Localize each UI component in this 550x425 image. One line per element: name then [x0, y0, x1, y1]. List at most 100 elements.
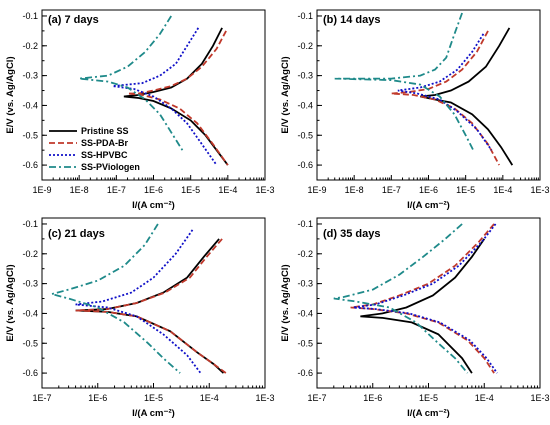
x-tick-labels: 1E-7 1E-6 1E-5 1E-4 1E-3: [307, 393, 549, 403]
x-tick-label: 1E-6: [144, 185, 163, 195]
y-tick-label: -0.5: [297, 338, 313, 348]
y-tick-label: -0.6: [297, 368, 313, 378]
y-tick-label: -0.2: [297, 41, 313, 51]
panel-title: (c) 21 days: [48, 228, 105, 240]
x-axis-label: I/(A cm⁻²): [407, 408, 450, 419]
x-tick-label: 1E-9: [32, 185, 51, 195]
y-tick-label: -0.2: [297, 249, 313, 259]
y-tick-label: -0.5: [22, 338, 38, 348]
y-tick-label: -0.4: [297, 308, 313, 318]
curve-pristine-ss: [420, 27, 514, 166]
legend-label-ss-hpvbc: SS-HPVBC: [81, 150, 128, 160]
curve-ss-pda-br: [391, 30, 500, 166]
curve-ss-pviologen: [334, 12, 475, 151]
panel-title: (d) 35 days: [323, 228, 380, 240]
curve-pristine-ss: [75, 238, 225, 374]
y-tick-label: -0.1: [297, 219, 313, 229]
x-tick-label: 1E-5: [419, 393, 438, 403]
x-tick-label: 1E-6: [419, 185, 438, 195]
panel-b: 1E-9 1E-8 1E-7 1E-6 1E-5 1E-4 1E-3 -0.1 …: [280, 9, 550, 211]
curve-pristine-ss: [123, 27, 229, 166]
y-tick-label: -0.3: [297, 279, 313, 289]
x-tick-label: 1E-4: [200, 393, 219, 403]
curves: [334, 12, 514, 166]
y-tick-label: -0.3: [22, 279, 38, 289]
x-tick-label: 1E-5: [181, 185, 200, 195]
y-tick-labels: -0.1 -0.2 -0.3 -0.4 -0.5 -0.6: [297, 11, 313, 170]
curve-ss-hpvbc: [397, 33, 493, 151]
x-tick-labels: 1E-9 1E-8 1E-7 1E-6 1E-5 1E-4 1E-3: [32, 185, 274, 195]
curve-ss-pviologen: [79, 15, 184, 151]
panel-title: (a) 7 days: [48, 14, 99, 26]
y-tick-label: -0.3: [22, 71, 38, 81]
x-tick-label: 1E-3: [255, 185, 274, 195]
curve-ss-pda-br: [350, 223, 495, 374]
y-axis-label: E/V (vs. Ag/AgCl): [5, 56, 16, 133]
x-tick-label: 1E-5: [456, 185, 475, 195]
y-tick-label: -0.1: [297, 11, 313, 21]
y-tick-label: -0.5: [22, 130, 38, 140]
y-tick-label: -0.3: [297, 71, 313, 81]
x-axis-label: I/(A cm⁻²): [132, 408, 175, 419]
x-tick-label: 1E-4: [493, 185, 512, 195]
y-tick-label: -0.5: [297, 130, 313, 140]
legend: Pristine SS SS-PDA-Br SS-HPVBC SS-PViolo…: [49, 126, 140, 172]
y-axis-label: E/V (vs. Ag/AgCl): [280, 264, 291, 341]
x-tick-label: 1E-5: [144, 393, 163, 403]
x-tick-label: 1E-3: [255, 393, 274, 403]
legend-label-ss-pviologen: SS-PViologen: [81, 162, 140, 172]
y-tick-labels: -0.1 -0.2 -0.3 -0.4 -0.5 -0.6: [22, 11, 38, 170]
y-tick-labels: -0.1 -0.2 -0.3 -0.4 -0.5 -0.6: [22, 219, 38, 378]
ticks: [41, 223, 266, 388]
curve-pristine-ss: [360, 238, 486, 374]
curve-ss-pda-br: [75, 238, 227, 374]
y-tick-label: -0.1: [22, 11, 38, 21]
x-axis-label: I/(A cm⁻²): [132, 200, 175, 211]
x-tick-labels: 1E-9 1E-8 1E-7 1E-6 1E-5 1E-4 1E-3: [307, 185, 549, 195]
y-axis-label: E/V (vs. Ag/AgCl): [280, 56, 291, 133]
x-tick-label: 1E-4: [475, 393, 494, 403]
plot-frame: [316, 217, 541, 389]
ticks: [316, 15, 541, 180]
curve-ss-hpvbc: [112, 27, 218, 166]
x-tick-label: 1E-7: [382, 185, 401, 195]
y-tick-label: -0.6: [297, 160, 313, 170]
x-tick-label: 1E-3: [530, 393, 549, 403]
ticks: [41, 15, 266, 180]
y-tick-label: -0.6: [22, 160, 38, 170]
curve-ss-pda-br: [127, 30, 229, 166]
y-tick-label: -0.2: [22, 249, 38, 259]
y-tick-label: -0.1: [22, 219, 38, 229]
curves: [333, 223, 498, 374]
x-tick-label: 1E-7: [307, 393, 326, 403]
x-tick-label: 1E-7: [32, 393, 51, 403]
panel-c: 1E-7 1E-6 1E-5 1E-4 1E-3 -0.1 -0.2 -0.3 …: [5, 217, 275, 419]
x-tick-label: 1E-6: [363, 393, 382, 403]
ticks: [316, 223, 541, 388]
y-tick-label: -0.4: [22, 308, 38, 318]
panel-a: 1E-9 1E-8 1E-7 1E-6 1E-5 1E-4 1E-3 -0.1 …: [5, 9, 275, 211]
y-tick-labels: -0.1 -0.2 -0.3 -0.4 -0.5 -0.6: [297, 219, 313, 378]
y-tick-label: -0.2: [22, 41, 38, 51]
x-tick-label: 1E-8: [70, 185, 89, 195]
x-tick-label: 1E-6: [88, 393, 107, 403]
curve-ss-pviologen: [333, 223, 469, 374]
x-tick-label: 1E-7: [107, 185, 126, 195]
curve-ss-hpvbc: [353, 223, 498, 374]
x-tick-label: 1E-4: [218, 185, 237, 195]
curve-ss-pviologen: [48, 223, 181, 374]
plot-frame: [41, 9, 266, 181]
plot-frame: [41, 217, 266, 389]
legend-label-pristine-ss: Pristine SS: [81, 126, 129, 136]
y-axis-label: E/V (vs. Ag/AgCl): [5, 264, 16, 341]
curves: [48, 223, 227, 374]
y-tick-label: -0.4: [22, 100, 38, 110]
y-tick-label: -0.6: [22, 368, 38, 378]
panel-d: 1E-7 1E-6 1E-5 1E-4 1E-3 -0.1 -0.2 -0.3 …: [280, 217, 550, 419]
x-tick-label: 1E-9: [307, 185, 326, 195]
legend-label-ss-pda-br: SS-PDA-Br: [81, 138, 129, 148]
panel-title: (b) 14 days: [323, 14, 380, 26]
x-tick-labels: 1E-7 1E-6 1E-5 1E-4 1E-3: [32, 393, 274, 403]
x-tick-label: 1E-8: [345, 185, 364, 195]
